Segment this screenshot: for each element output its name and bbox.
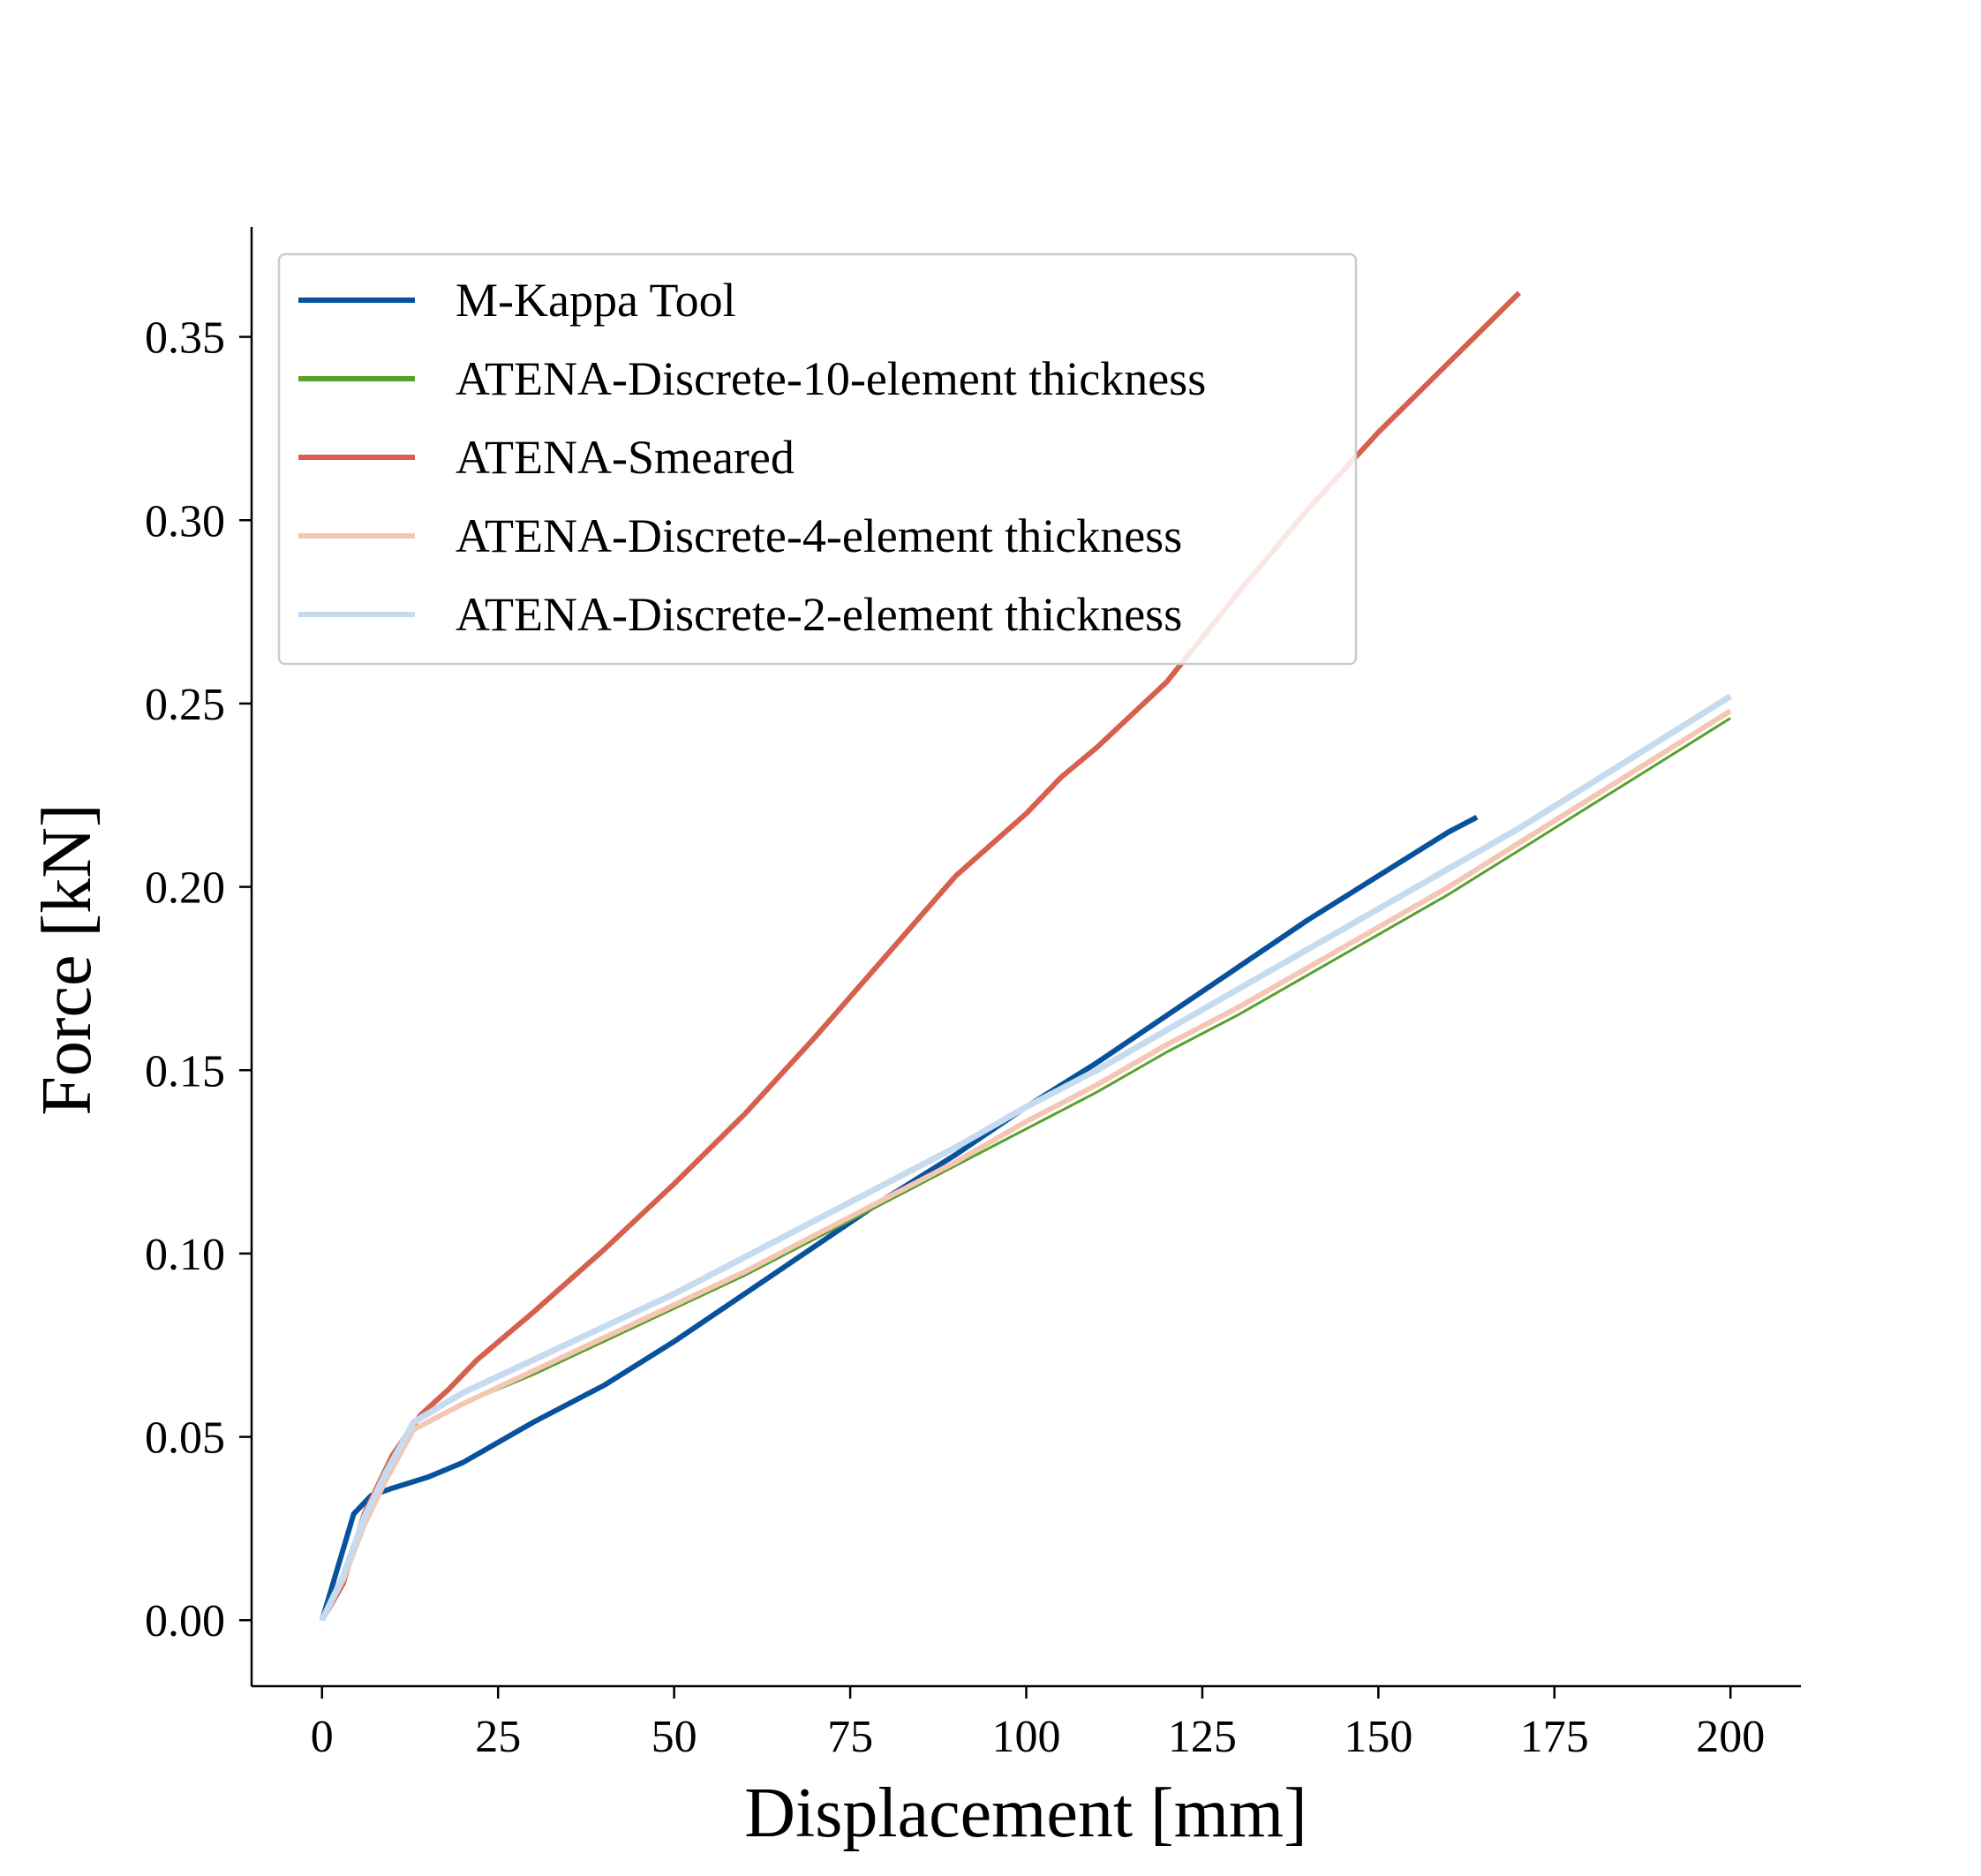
legend: M-Kappa Tool ATENA-Discrete-10-element th… bbox=[277, 252, 1358, 666]
x-tick-label: 75 bbox=[827, 1712, 873, 1762]
x-tick-label: 125 bbox=[1168, 1712, 1237, 1762]
series-line-5 bbox=[319, 693, 1733, 1622]
legend-label: ATENA-Discrete-4-element thickness bbox=[456, 509, 1182, 562]
legend-label: ATENA-Smeared bbox=[456, 431, 795, 484]
legend-box bbox=[277, 252, 1358, 666]
series-layer bbox=[319, 290, 1733, 1622]
x-tick-label: 175 bbox=[1520, 1712, 1589, 1762]
x-tick-label: 100 bbox=[992, 1712, 1061, 1762]
ticks: 0 25 50 75 100 125 150 175 200 0.00 0.05 0.10 0.15 0.… bbox=[145, 313, 1765, 1762]
y-tick-label: 0.10 bbox=[145, 1230, 225, 1280]
x-tick-label: 0 bbox=[311, 1712, 334, 1762]
y-tick-label: 0.15 bbox=[145, 1046, 225, 1096]
x-tick-label: 150 bbox=[1344, 1712, 1412, 1762]
legend-label: ATENA-Discrete-2-element thickness bbox=[456, 588, 1182, 641]
y-tick-label: 0.20 bbox=[145, 863, 225, 914]
x-tick-label: 200 bbox=[1696, 1712, 1765, 1762]
y-tick-label: 0.00 bbox=[145, 1596, 225, 1646]
x-tick-label: 25 bbox=[475, 1712, 521, 1762]
y-axis-title: Force [kN] bbox=[28, 803, 106, 1115]
y-tick-label: 0.25 bbox=[145, 680, 225, 730]
x-tick-label: 50 bbox=[652, 1712, 697, 1762]
y-tick-label: 0.30 bbox=[145, 496, 225, 546]
series-line-1 bbox=[319, 815, 1479, 1622]
x-axis-title: Displacement [mm] bbox=[744, 1774, 1307, 1852]
y-tick-label: 0.35 bbox=[145, 313, 225, 364]
series-line-4 bbox=[320, 708, 1732, 1622]
y-tick-label: 0.05 bbox=[145, 1413, 225, 1464]
legend-label: M-Kappa Tool bbox=[456, 274, 736, 327]
legend-label: ATENA-Discrete-10-element thickness bbox=[456, 352, 1206, 405]
series-line-2 bbox=[320, 717, 1731, 1621]
